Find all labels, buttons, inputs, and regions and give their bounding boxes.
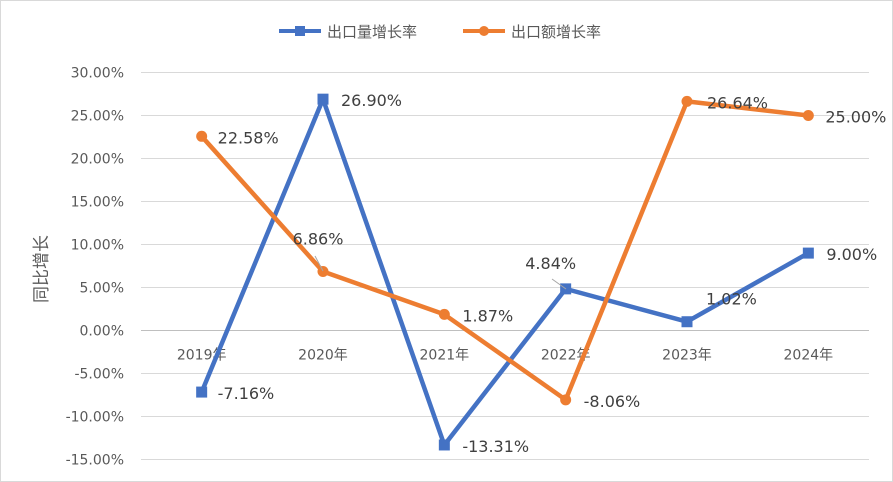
y-tick-label: 10.00% bbox=[71, 238, 124, 254]
data-point-marker bbox=[681, 316, 693, 328]
legend: 出口量增长率 出口额增长率 bbox=[279, 23, 601, 41]
data-point-marker bbox=[196, 386, 208, 398]
data-label: -8.06% bbox=[584, 392, 641, 411]
x-tick-label: 2020年 bbox=[298, 348, 348, 364]
data-label: 26.64% bbox=[707, 93, 768, 112]
series-markers bbox=[196, 93, 814, 451]
x-axis-tick-labels: 2019年 2020年 2021年 2022年 2023年 2024年 bbox=[177, 348, 833, 364]
data-label: 26.90% bbox=[341, 91, 402, 110]
data-label: 6.86% bbox=[293, 230, 344, 249]
y-tick-label: -10.00% bbox=[66, 410, 124, 426]
series-line-1 bbox=[199, 96, 811, 448]
legend-marker bbox=[479, 26, 489, 36]
x-tick-label: 2022年 bbox=[541, 348, 591, 364]
data-label: 25.00% bbox=[825, 108, 886, 127]
data-label: 1.87% bbox=[462, 306, 513, 325]
data-labels: -7.16% 26.90% -13.31% 4.84% 1.02% 9.00% 22.58%… bbox=[218, 91, 887, 456]
data-point-marker bbox=[196, 130, 208, 142]
data-label: 22.58% bbox=[218, 128, 279, 147]
legend-marker bbox=[295, 26, 305, 36]
legend-label: 出口额增长率 bbox=[511, 23, 601, 41]
leader-line bbox=[551, 278, 567, 290]
data-point-marker bbox=[317, 93, 329, 105]
data-point-marker bbox=[317, 266, 329, 278]
y-tick-label: 25.00% bbox=[71, 109, 124, 125]
y-tick-label: 30.00% bbox=[71, 66, 124, 82]
data-point-marker bbox=[802, 110, 814, 121]
y-tick-label: 20.00% bbox=[71, 152, 124, 168]
data-label: 1.02% bbox=[706, 290, 757, 309]
y-tick-label: -5.00% bbox=[74, 367, 124, 383]
data-label: -13.31% bbox=[462, 437, 529, 456]
y-tick-label: -15.00% bbox=[66, 453, 124, 469]
series-line-2 bbox=[199, 99, 811, 403]
y-axis-tick-labels: 30.00% 25.00% 20.00% 15.00% 10.00% 5.00% 0.00%… bbox=[66, 66, 124, 469]
data-label: 4.84% bbox=[525, 254, 576, 273]
data-point-marker bbox=[681, 95, 693, 107]
y-tick-label: 15.00% bbox=[71, 195, 124, 211]
x-tick-label: 2023年 bbox=[662, 348, 712, 364]
x-tick-label: 2021年 bbox=[420, 348, 470, 364]
data-label: -7.16% bbox=[218, 384, 275, 403]
data-point-marker bbox=[438, 308, 450, 320]
y-axis-title: 同比增长 bbox=[32, 235, 52, 303]
leader-line bbox=[314, 255, 324, 272]
y-tick-label: 5.00% bbox=[80, 281, 124, 297]
x-tick-label: 2024年 bbox=[784, 348, 834, 364]
legend-label: 出口量增长率 bbox=[327, 23, 417, 41]
series-lines bbox=[199, 96, 811, 448]
data-point-marker bbox=[802, 247, 814, 259]
y-tick-label: 0.00% bbox=[80, 324, 124, 340]
data-label: 9.00% bbox=[826, 245, 877, 264]
data-point-marker bbox=[438, 439, 450, 451]
data-point-marker bbox=[560, 394, 572, 406]
